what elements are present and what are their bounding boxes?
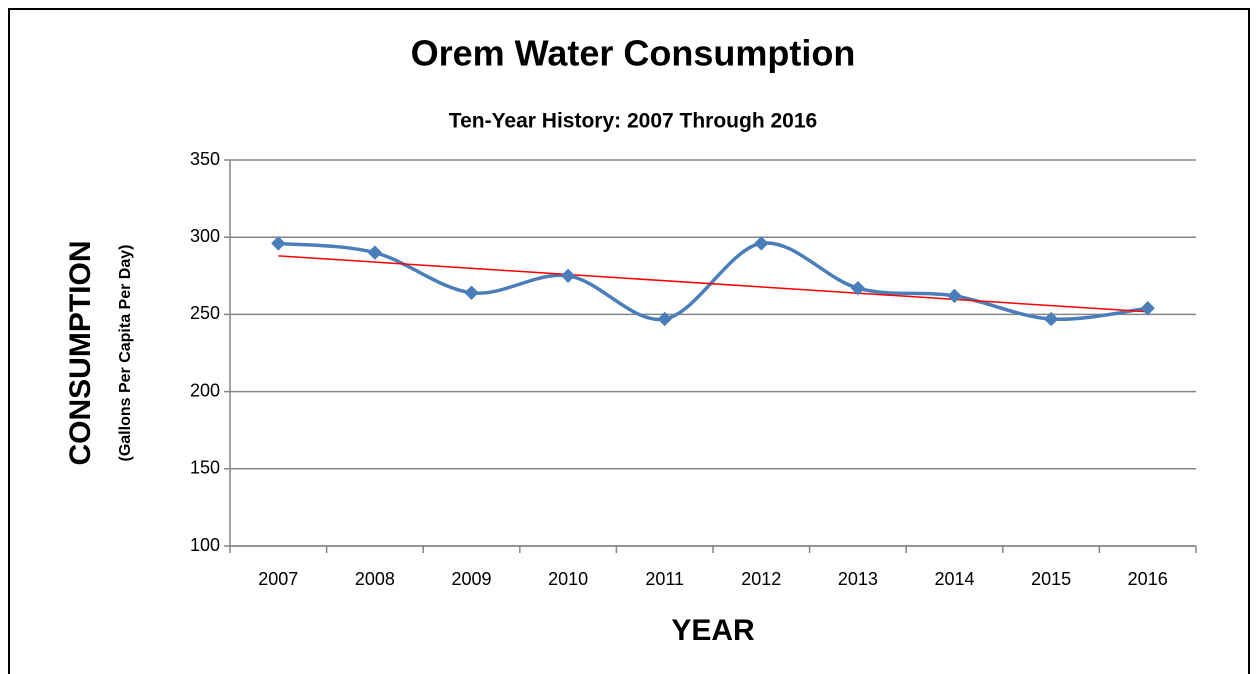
x-tick-label: 2011 <box>645 569 684 589</box>
data-point <box>1043 311 1059 327</box>
y-axis-title: CONSUMPTION <box>64 241 97 466</box>
data-point <box>947 288 962 304</box>
y-axis-subtitle: (Gallons Per Capita Per Day) <box>117 245 134 462</box>
frame <box>8 8 1250 674</box>
data-point <box>560 268 576 284</box>
data-point <box>464 285 479 300</box>
chart-title: Orem Water Consumption <box>411 33 856 74</box>
x-tick-label: 2016 <box>1128 569 1168 589</box>
data-line <box>278 241 1148 322</box>
y-tick-label: 300 <box>190 226 220 246</box>
x-tick-label: 2007 <box>258 569 298 589</box>
y-tick-label: 150 <box>190 458 220 478</box>
x-tick-label: 2012 <box>741 569 781 589</box>
y-tick-label: 350 <box>190 149 220 169</box>
data-point <box>850 280 866 296</box>
data-point <box>1140 301 1155 316</box>
x-axis-title: YEAR <box>671 614 755 647</box>
y-tick-label: 100 <box>190 535 220 555</box>
data-point <box>754 236 769 251</box>
x-tick-label: 2013 <box>838 569 878 589</box>
x-tick-label: 2008 <box>355 569 395 589</box>
data-point <box>271 236 286 251</box>
chart-subtitle: Ten-Year History: 2007 Through 2016 <box>449 110 817 133</box>
x-tick-label: 2009 <box>451 569 491 589</box>
y-tick-label: 200 <box>190 380 220 400</box>
x-tick-label: 2014 <box>934 569 974 589</box>
x-tick-label: 2010 <box>548 569 588 589</box>
data-point <box>367 245 383 260</box>
y-tick-label: 250 <box>190 303 220 323</box>
data-point <box>657 311 672 327</box>
x-tick-label: 2015 <box>1031 569 1071 589</box>
trendline <box>278 255 1148 313</box>
